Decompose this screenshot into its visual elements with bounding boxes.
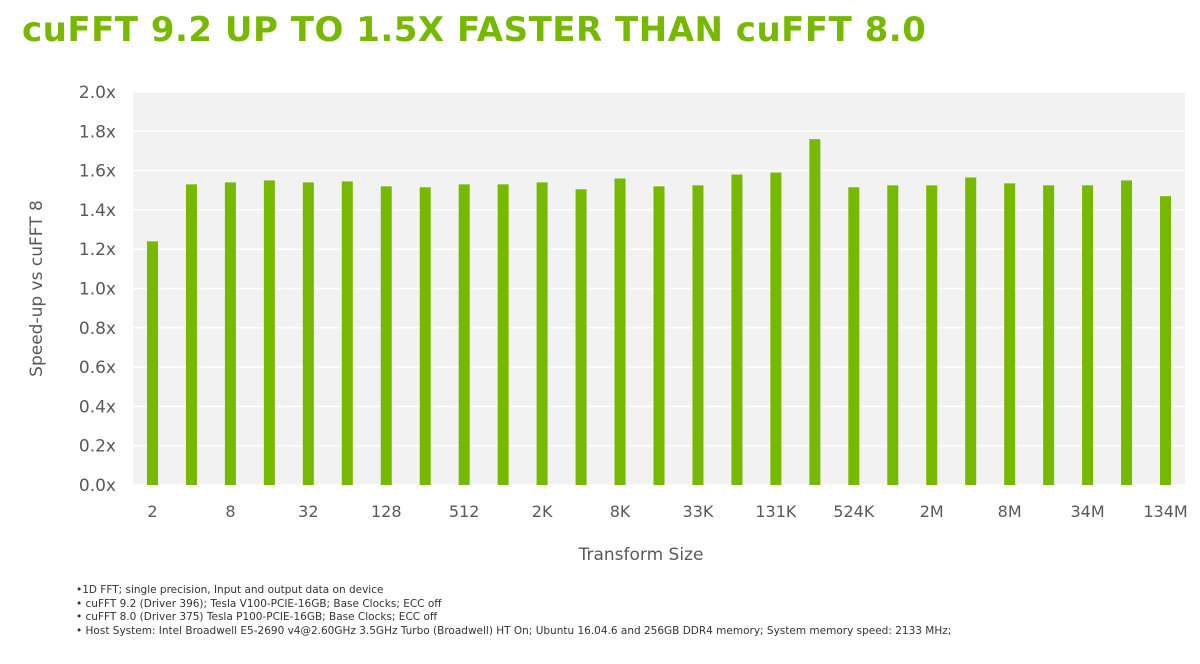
x-tick-label: 524K xyxy=(833,502,875,521)
bar xyxy=(419,187,431,486)
y-tick-label: 0.4x xyxy=(79,397,116,417)
y-tick-label: 1.4x xyxy=(79,201,116,221)
bar xyxy=(263,180,275,486)
bar xyxy=(380,186,392,485)
y-tick-label: 0.6x xyxy=(79,358,116,378)
footnote: •1D FFT; single precision, Input and out… xyxy=(76,584,384,596)
x-axis-ticks: 2 8 32 128 512 2K 8K 33K 131K 524K 2M 8M 34M 134M xyxy=(147,502,1187,521)
y-tick-label: 1.2x xyxy=(79,240,116,260)
bar xyxy=(302,182,314,485)
x-axis-label: Transform Size xyxy=(578,545,704,565)
x-tick-label: 8 xyxy=(225,502,235,521)
x-tick-label: 33K xyxy=(683,502,714,521)
footnote: • Host System: Intel Broadwell E5-2690 v… xyxy=(76,624,952,637)
x-tick-label: 2M xyxy=(920,502,944,521)
x-tick-label: 2K xyxy=(532,502,553,521)
x-tick-label: 131K xyxy=(755,502,797,521)
footnotes: •1D FFT; single precision, Input and out… xyxy=(76,584,951,638)
bar xyxy=(497,184,509,486)
y-axis-label: Speed-up vs cuFFT 8 xyxy=(27,200,47,377)
bar xyxy=(809,139,821,485)
bar xyxy=(887,185,899,485)
y-tick-label: 0.8x xyxy=(79,319,116,339)
bar xyxy=(575,189,587,485)
y-axis-ticks: 0.0x 0.2x 0.4x 0.6x 0.8x 1.0x 1.2x 1.4x 1.6x 1.8x… xyxy=(79,83,116,496)
bar xyxy=(1121,180,1133,486)
bar xyxy=(848,187,860,486)
x-tick-label: 32 xyxy=(298,502,318,521)
bar xyxy=(146,241,158,485)
bar xyxy=(770,172,782,485)
y-tick-label: 1.0x xyxy=(79,280,116,300)
y-tick-label: 2.0x xyxy=(79,83,116,103)
bar xyxy=(341,181,353,485)
x-tick-label: 2 xyxy=(147,502,157,521)
bar xyxy=(185,184,197,486)
bar xyxy=(614,178,626,485)
bar xyxy=(1160,196,1172,485)
footnote: • cuFFT 8.0 (Driver 375) Tesla P100-PCIE… xyxy=(76,611,438,623)
page-title: cuFFT 9.2 UP TO 1.5X FASTER THAN cuFFT 8… xyxy=(22,10,927,50)
bars xyxy=(146,139,1172,486)
x-tick-label: 512 xyxy=(449,502,480,521)
y-tick-label: 0.0x xyxy=(79,476,116,496)
bar xyxy=(536,182,548,485)
x-tick-label: 134M xyxy=(1143,502,1187,521)
bar xyxy=(1004,183,1016,485)
y-tick-label: 1.8x xyxy=(79,122,116,142)
x-tick-label: 34M xyxy=(1071,502,1105,521)
bar xyxy=(965,177,977,486)
x-tick-label: 128 xyxy=(371,502,402,521)
y-tick-label: 0.2x xyxy=(79,437,116,457)
x-tick-label: 8M xyxy=(998,502,1022,521)
bar xyxy=(731,174,743,485)
bar xyxy=(926,185,938,485)
bar xyxy=(458,184,470,486)
footnote: • cuFFT 9.2 (Driver 396); Tesla V100-PCI… xyxy=(76,597,442,610)
bar xyxy=(1082,185,1094,485)
bar xyxy=(692,185,704,485)
x-tick-label: 8K xyxy=(610,502,631,521)
bar xyxy=(1043,185,1055,485)
bar xyxy=(653,186,665,485)
y-tick-label: 1.6x xyxy=(79,162,116,182)
bar xyxy=(224,182,236,485)
